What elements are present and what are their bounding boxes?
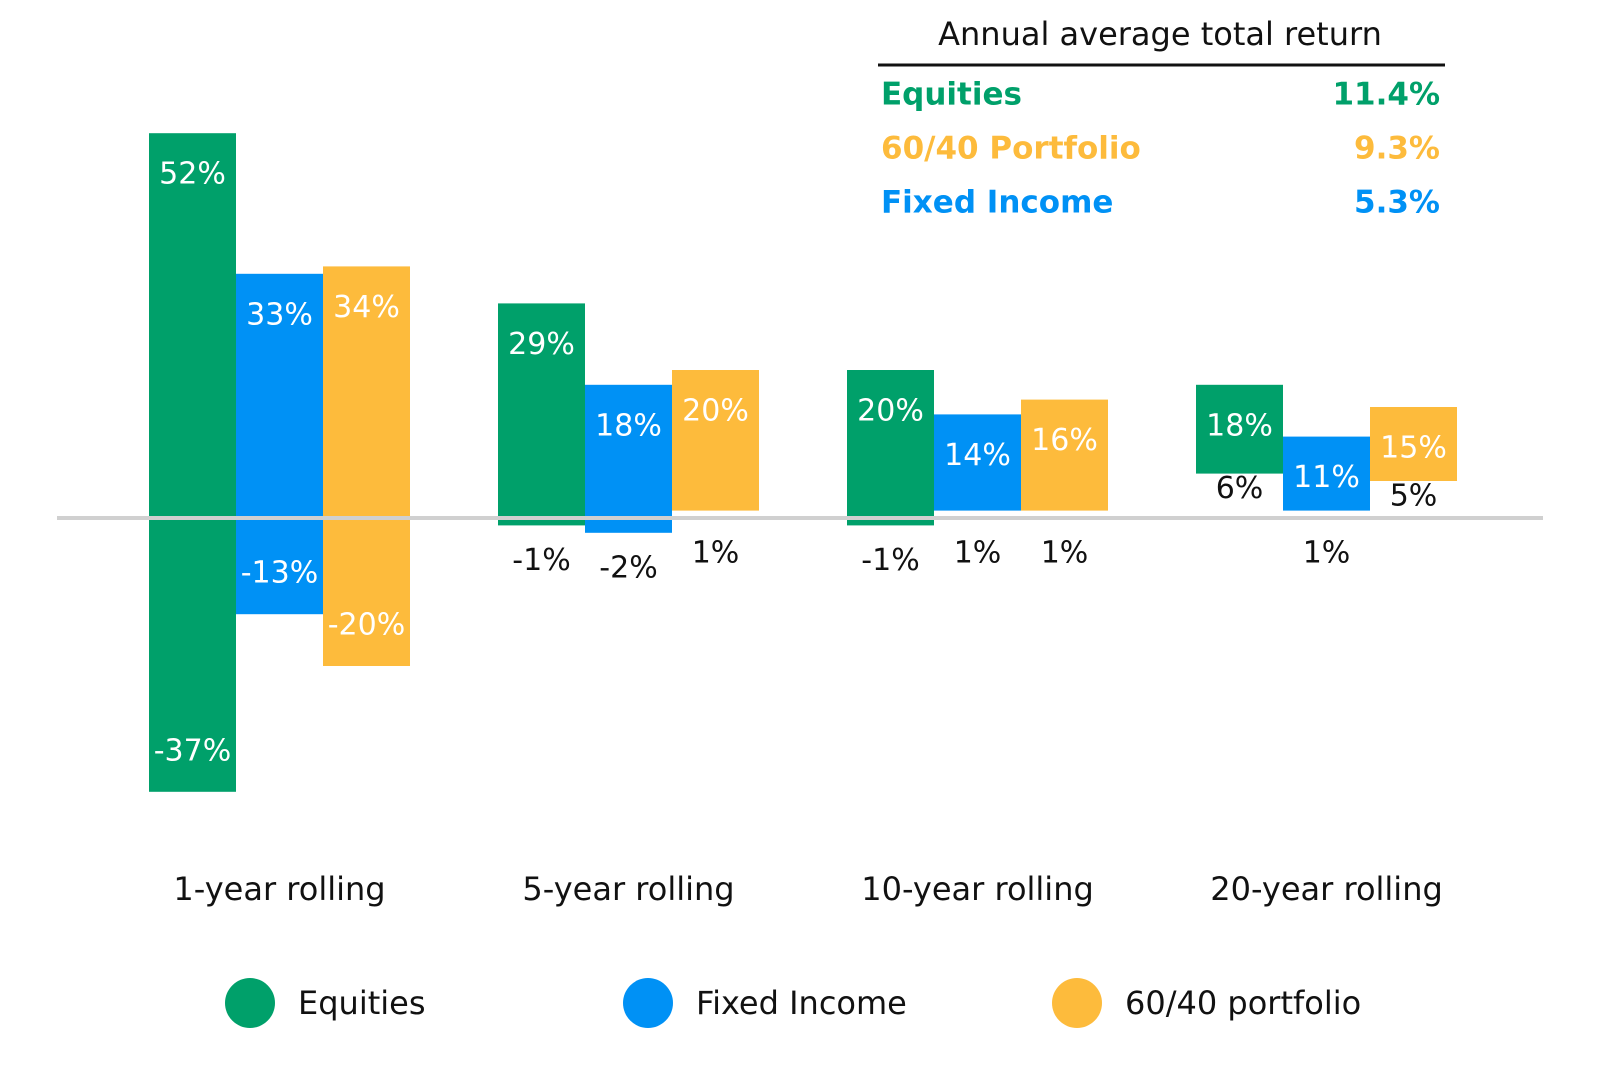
legend-swatch bbox=[1052, 978, 1102, 1028]
data-label: 20% bbox=[857, 394, 924, 429]
data-label: 18% bbox=[595, 408, 662, 443]
data-label: 16% bbox=[1031, 423, 1098, 458]
data-label: 11% bbox=[1293, 460, 1360, 495]
data-label: 34% bbox=[333, 290, 400, 325]
data-label: 1% bbox=[1041, 536, 1089, 571]
summary-name: Equities bbox=[881, 77, 1022, 113]
data-label: -37% bbox=[154, 733, 232, 768]
bar bbox=[847, 370, 934, 526]
bar bbox=[585, 384, 672, 533]
data-label: -20% bbox=[328, 608, 406, 643]
bar bbox=[498, 303, 585, 526]
data-label: 15% bbox=[1380, 431, 1447, 466]
bar bbox=[323, 266, 410, 666]
legend-swatch bbox=[623, 978, 673, 1028]
x-tick-label: 10-year rolling bbox=[861, 870, 1094, 908]
bar bbox=[934, 414, 1021, 511]
bar bbox=[1283, 436, 1370, 511]
legend-label: Equities bbox=[298, 984, 426, 1022]
summary-value: 5.3% bbox=[1354, 185, 1440, 221]
data-label: 52% bbox=[159, 157, 226, 192]
bar bbox=[236, 273, 323, 615]
bar bbox=[1021, 399, 1108, 511]
data-label: -13% bbox=[241, 556, 319, 591]
data-label: 33% bbox=[246, 297, 313, 332]
data-label: -1% bbox=[512, 543, 570, 578]
summary-value: 11.4% bbox=[1332, 77, 1440, 113]
data-label: 29% bbox=[508, 327, 575, 362]
bar bbox=[1196, 384, 1283, 474]
data-label: 6% bbox=[1216, 471, 1264, 506]
data-label: 20% bbox=[682, 394, 749, 429]
data-label: 1% bbox=[954, 536, 1002, 571]
bar bbox=[149, 133, 236, 792]
data-label: 5% bbox=[1390, 479, 1438, 514]
data-label: 1% bbox=[1303, 536, 1351, 571]
summary-name: Fixed Income bbox=[881, 185, 1113, 221]
x-tick-label: 5-year rolling bbox=[522, 870, 734, 908]
data-label: 18% bbox=[1206, 408, 1273, 443]
bar bbox=[1370, 407, 1457, 481]
legend-label: Fixed Income bbox=[696, 984, 907, 1022]
summary-title: Annual average total return bbox=[938, 15, 1382, 53]
data-label: 14% bbox=[944, 438, 1011, 473]
data-label: 1% bbox=[692, 536, 740, 571]
legend-label: 60/40 portfolio bbox=[1125, 984, 1361, 1022]
x-tick-label: 1-year rolling bbox=[173, 870, 385, 908]
summary-name: 60/40 Portfolio bbox=[881, 131, 1141, 167]
summary-value: 9.3% bbox=[1354, 131, 1440, 167]
bar bbox=[672, 370, 759, 511]
legend-swatch bbox=[225, 978, 275, 1028]
data-label: -1% bbox=[861, 543, 919, 578]
x-tick-label: 20-year rolling bbox=[1210, 870, 1443, 908]
data-label: -2% bbox=[599, 550, 657, 585]
